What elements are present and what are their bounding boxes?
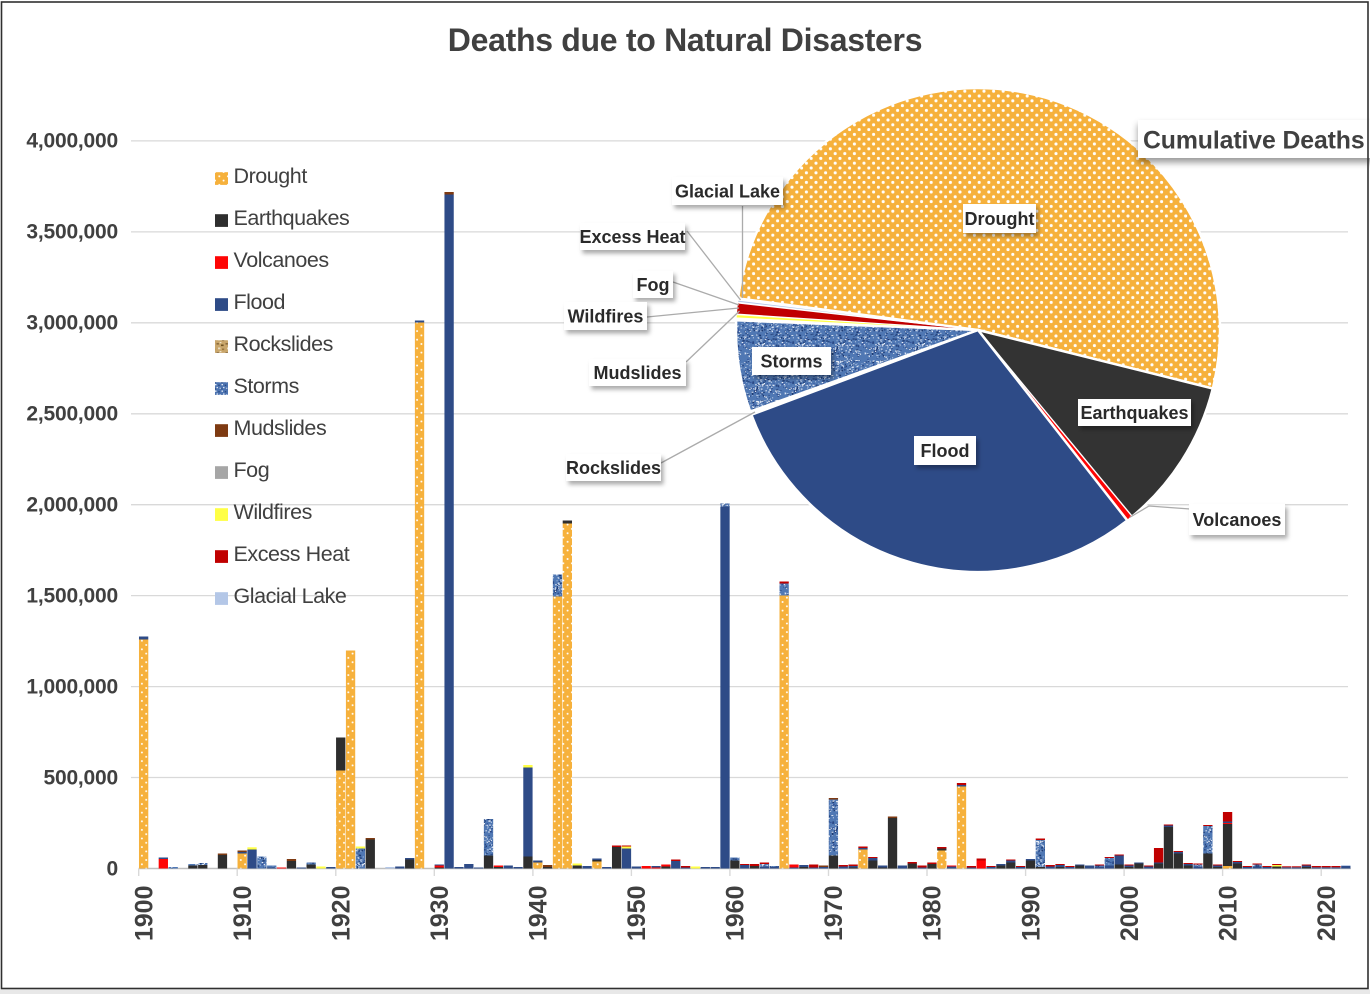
svg-text:2,000,000: 2,000,000 [26, 494, 118, 517]
svg-text:Deaths due to Natural Disaster: Deaths due to Natural Disasters [448, 22, 922, 58]
svg-text:1920: 1920 [328, 886, 356, 942]
svg-text:Storms: Storms [760, 351, 822, 371]
svg-text:Mudslides: Mudslides [593, 363, 681, 383]
svg-text:Wildfires: Wildfires [234, 500, 312, 524]
svg-text:Volcanoes: Volcanoes [1193, 510, 1282, 530]
svg-text:Volcanoes: Volcanoes [234, 248, 329, 272]
svg-text:Fog: Fog [234, 458, 270, 482]
svg-text:2010: 2010 [1214, 886, 1242, 942]
svg-text:Drought: Drought [965, 209, 1035, 229]
svg-text:3,500,000: 3,500,000 [26, 221, 118, 244]
svg-text:Excess Heat: Excess Heat [234, 542, 350, 566]
svg-text:3,000,000: 3,000,000 [26, 312, 118, 335]
svg-text:1980: 1980 [919, 886, 947, 942]
svg-text:500,000: 500,000 [43, 766, 118, 789]
svg-text:1900: 1900 [130, 886, 158, 942]
svg-text:1,500,000: 1,500,000 [26, 584, 118, 607]
svg-text:1910: 1910 [229, 886, 257, 942]
svg-text:Cumulative Deaths: Cumulative Deaths [1143, 128, 1365, 155]
svg-text:Fog: Fog [637, 275, 670, 295]
svg-text:1940: 1940 [525, 886, 553, 942]
svg-text:2,500,000: 2,500,000 [26, 403, 118, 426]
svg-text:Glacial Lake: Glacial Lake [675, 181, 780, 201]
svg-text:Earthquakes: Earthquakes [1080, 403, 1188, 423]
svg-text:Rockslides: Rockslides [234, 332, 333, 356]
svg-text:Rockslides: Rockslides [566, 458, 661, 478]
svg-text:1990: 1990 [1017, 886, 1045, 942]
svg-text:Glacial Lake: Glacial Lake [234, 584, 347, 608]
svg-text:1930: 1930 [426, 886, 454, 942]
svg-text:Excess Heat: Excess Heat [579, 227, 685, 247]
svg-text:1950: 1950 [623, 886, 651, 942]
svg-text:4,000,000: 4,000,000 [26, 130, 118, 153]
svg-text:1970: 1970 [820, 886, 848, 942]
svg-text:Drought: Drought [234, 164, 308, 188]
svg-text:Flood: Flood [921, 441, 970, 461]
svg-text:1,000,000: 1,000,000 [26, 675, 118, 698]
svg-text:Flood: Flood [234, 290, 286, 314]
svg-text:Earthquakes: Earthquakes [234, 206, 350, 230]
svg-text:Mudslides: Mudslides [234, 416, 327, 440]
svg-text:1960: 1960 [722, 886, 750, 942]
svg-text:Wildfires: Wildfires [568, 306, 644, 326]
svg-text:Storms: Storms [234, 374, 299, 398]
svg-text:2000: 2000 [1116, 886, 1144, 942]
svg-text:0: 0 [107, 857, 118, 880]
svg-text:2020: 2020 [1313, 886, 1341, 942]
